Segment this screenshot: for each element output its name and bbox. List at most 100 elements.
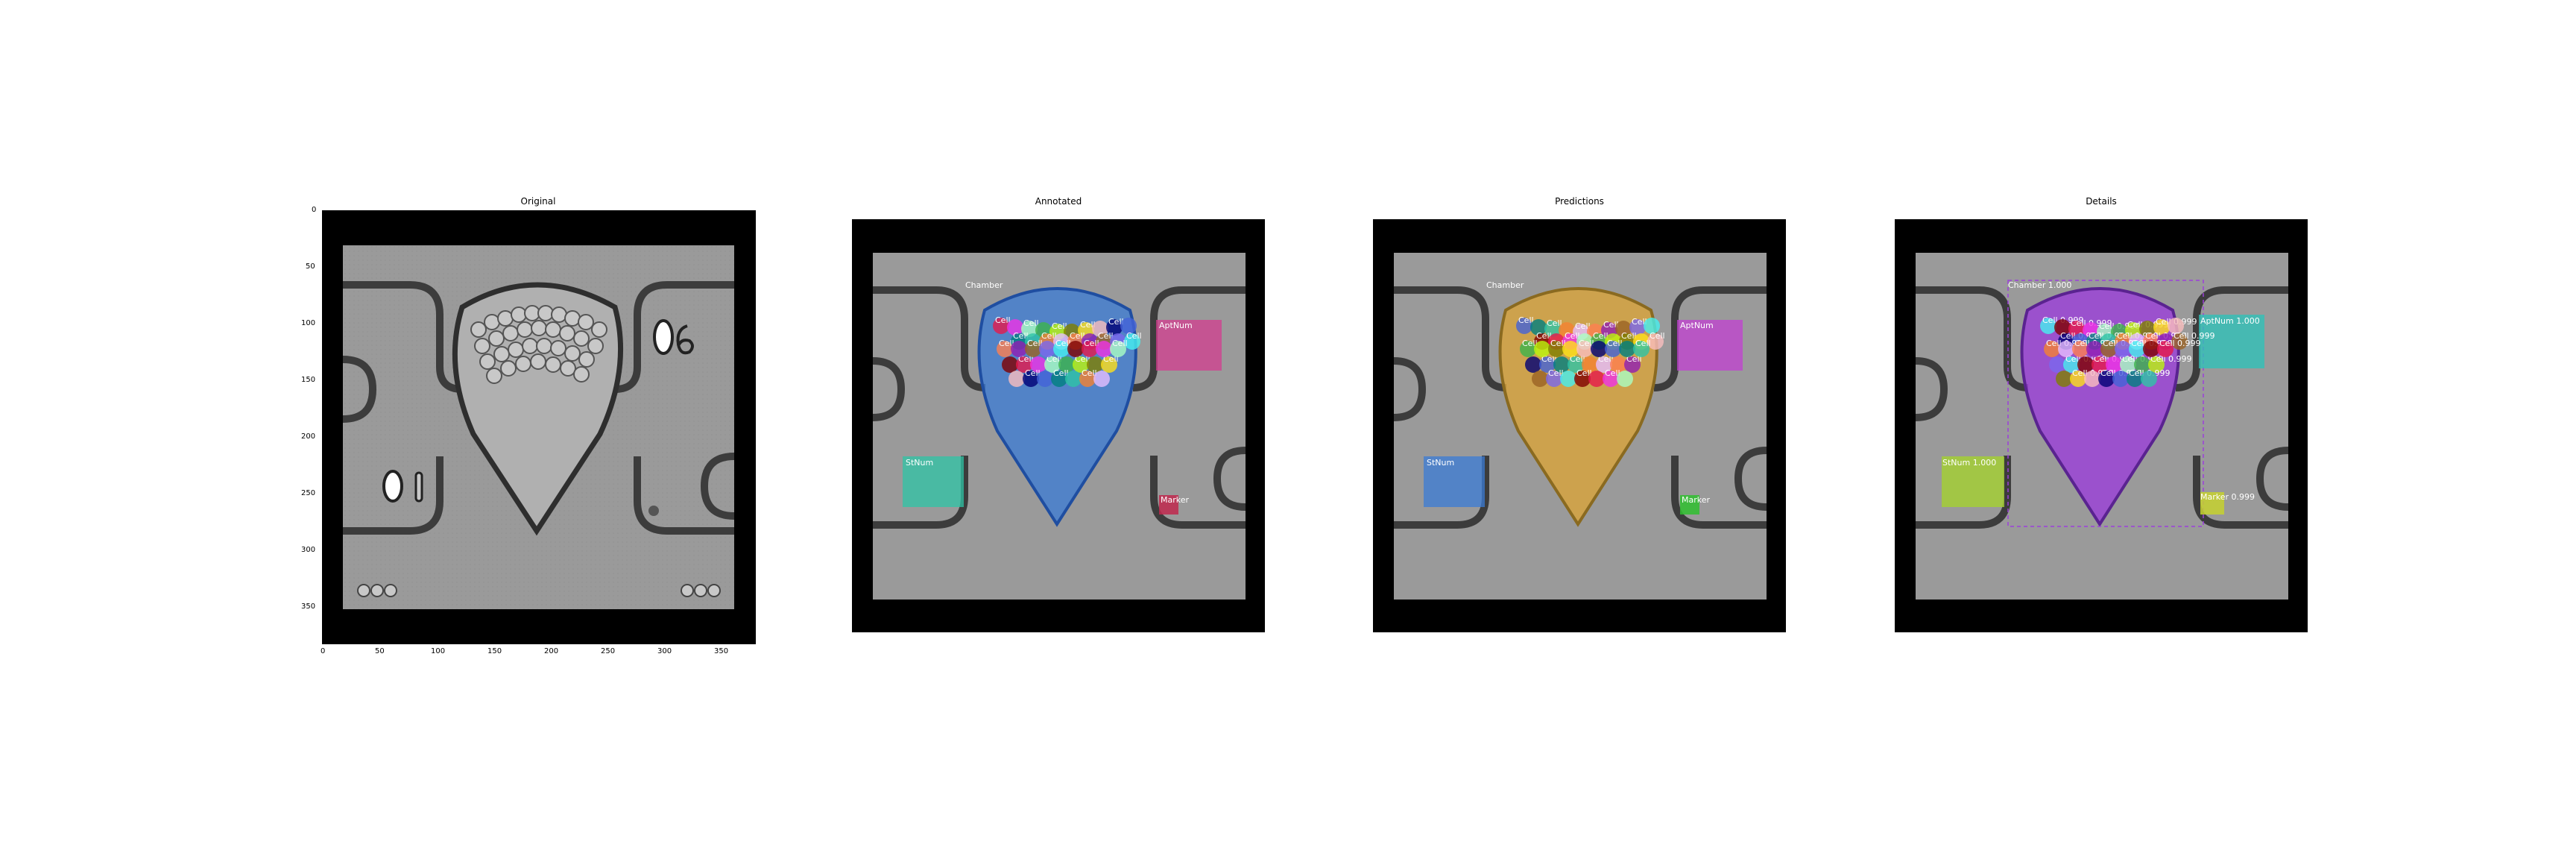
cell-mask: [2148, 356, 2165, 373]
cell-label: Cell: [1565, 331, 1580, 341]
cell-label: Cell: [1112, 339, 1128, 348]
cell-mask: [2112, 371, 2129, 387]
cell-label: Cell 0.999: [2159, 339, 2201, 348]
cell-mask: [2157, 341, 2174, 357]
cell-mask: [2106, 356, 2122, 373]
cell-mask: [1073, 356, 1089, 373]
cell-mask: [1037, 371, 1053, 387]
cell-label: Cell: [1550, 339, 1566, 348]
cell-mask: [2040, 318, 2056, 334]
cell-mask: [2086, 341, 2103, 357]
cell-mask: [2153, 319, 2170, 336]
marker-label: Marker: [1161, 495, 1189, 505]
y-tick: 50: [306, 262, 315, 271]
chamber-label: Chamber: [965, 280, 1003, 290]
cell-mask: [2171, 333, 2188, 350]
cell-mask: [2044, 341, 2060, 357]
cell-label: Cell: [1075, 354, 1090, 364]
chip-image-original: [342, 245, 735, 609]
x-tick: 200: [544, 647, 559, 655]
y-tick: 300: [301, 546, 316, 554]
cell-mask: [1576, 341, 1593, 357]
cell-label: Cell: [1013, 331, 1029, 341]
cell-label: Cell: [1626, 354, 1642, 364]
cell-mask: [1562, 341, 1579, 357]
marker-mask: [1680, 495, 1699, 515]
cell-mask: [2054, 319, 2071, 336]
cell-label: Cell: [1541, 354, 1557, 364]
cell-mask: [993, 318, 1009, 334]
cell-mask: [2072, 341, 2089, 357]
marker-mask: [2200, 492, 2224, 515]
cell-label: Cell: [1632, 317, 1647, 327]
cell-mask: [2068, 321, 2085, 337]
cell-mask: [1582, 356, 1598, 373]
cell-label: Cell: [1025, 368, 1041, 378]
cell-mask: [2134, 356, 2150, 373]
cell-mask: [1647, 333, 1664, 350]
cell-mask: [1624, 356, 1641, 373]
cell-mask: [997, 341, 1013, 357]
cell-mask: [1025, 341, 1041, 357]
cell-mask: [1588, 371, 1605, 387]
aptnum-label: AptNum: [1159, 321, 1193, 330]
cell-mask: [1548, 341, 1565, 357]
cell-label: Cell: [1080, 320, 1096, 330]
cell-mask: [1532, 371, 1548, 387]
cell-mask: [2127, 371, 2143, 387]
cell-mask: [1096, 341, 1112, 357]
chamber-bbox: [2007, 280, 2204, 527]
stnum-score-label: StNum 1.000: [1942, 458, 1996, 468]
cell-mask: [1610, 356, 1626, 373]
cell-mask: [1007, 319, 1023, 336]
cell-mask: [1591, 341, 1607, 357]
x-tick: 350: [714, 647, 729, 655]
cell-mask: [1039, 341, 1055, 357]
cell-mask: [1120, 318, 1137, 334]
cell-label: Cell: [1518, 315, 1534, 325]
cell-label: Cell: [1547, 318, 1562, 328]
x-tick: 250: [601, 647, 616, 655]
cell-mask: [1106, 319, 1123, 336]
cell-label: Cell: [1023, 318, 1039, 328]
aptnum-mask: [1156, 320, 1222, 371]
cell-label: Cell: [1126, 331, 1142, 341]
cell-mask: [1093, 371, 1110, 387]
panel-title-annotated: Annotated: [1035, 196, 1082, 207]
cell-mask: [1516, 318, 1532, 334]
cell-label: Cell: [1536, 331, 1552, 341]
x-tick: 0: [321, 647, 326, 655]
cell-mask: [2058, 341, 2074, 357]
cell-label: Cell: [1548, 368, 1564, 378]
cell-mask: [1560, 371, 1576, 387]
cell-mask: [2168, 318, 2184, 334]
cell-mask: [2092, 356, 2108, 373]
cell-mask: [2070, 371, 2086, 387]
cell-mask: [1530, 319, 1547, 336]
aptnum-mask: [1677, 320, 1743, 371]
cell-mask: [1539, 356, 1556, 373]
cell-mask: [1619, 341, 1635, 357]
cell-mask: [1633, 341, 1650, 357]
details-image: Chamber 1.000 AptNum 1.000 StNum 1.000 M…: [1895, 219, 2308, 632]
cell-mask: [2056, 371, 2072, 387]
cell-mask: [1051, 371, 1067, 387]
stnum-mask: [903, 456, 964, 507]
cell-mask: [1044, 356, 1061, 373]
cell-mask: [1058, 356, 1075, 373]
cell-mask: [1534, 341, 1550, 357]
predictions-image: Chamber AptNum StNum Marker Cell Cell Cell…: [1373, 219, 1786, 632]
panel-title-details: Details: [2086, 196, 2117, 207]
cell-label: Cell: [1650, 331, 1665, 341]
cell-mask: [1124, 333, 1140, 350]
marker-mask: [1159, 495, 1178, 515]
aptnum-score-label: AptNum 1.000: [2200, 316, 2260, 326]
cell-mask: [1065, 371, 1082, 387]
cell-mask: [1021, 321, 1038, 337]
cell-mask: [1553, 356, 1570, 373]
cell-mask: [1615, 321, 1632, 337]
cell-mask: [1546, 371, 1562, 387]
marker-score-label: Marker 0.999: [2200, 492, 2255, 502]
